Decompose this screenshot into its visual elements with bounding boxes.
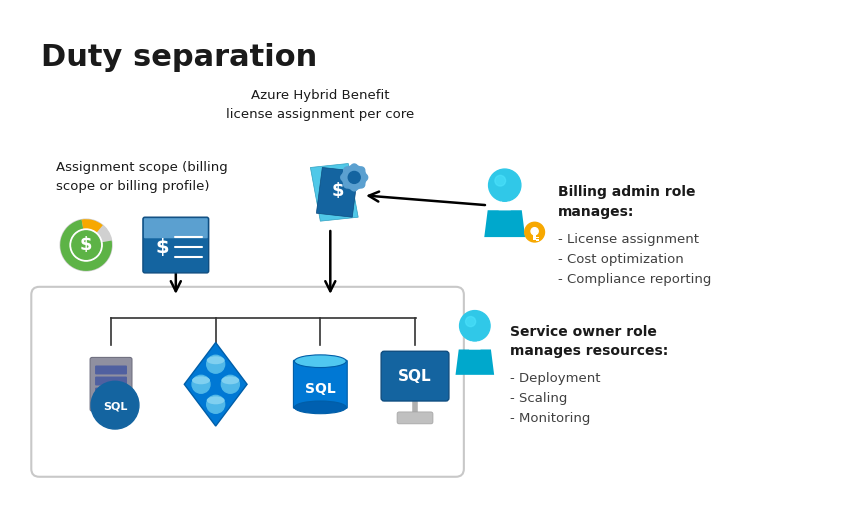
Circle shape [222, 375, 239, 393]
Polygon shape [185, 343, 247, 426]
FancyBboxPatch shape [95, 366, 127, 375]
Circle shape [348, 171, 360, 184]
Circle shape [459, 311, 490, 341]
Text: Azure Hybrid Benefit
license assignment per core: Azure Hybrid Benefit license assignment … [226, 89, 415, 121]
Wedge shape [82, 219, 103, 245]
Circle shape [192, 375, 210, 393]
Circle shape [351, 184, 357, 191]
Circle shape [344, 167, 351, 174]
Circle shape [465, 316, 475, 327]
Ellipse shape [222, 376, 239, 384]
Circle shape [91, 381, 139, 429]
Circle shape [72, 231, 100, 259]
Circle shape [531, 228, 538, 235]
Circle shape [357, 167, 365, 174]
FancyBboxPatch shape [293, 360, 347, 408]
Circle shape [341, 174, 348, 181]
FancyBboxPatch shape [95, 387, 127, 396]
Ellipse shape [207, 396, 224, 404]
Polygon shape [310, 163, 358, 221]
Text: SQL: SQL [103, 401, 127, 411]
Polygon shape [498, 201, 511, 210]
Text: $: $ [80, 236, 93, 254]
Text: - Scaling: - Scaling [510, 392, 567, 405]
FancyBboxPatch shape [381, 351, 449, 401]
Text: - Compliance reporting: - Compliance reporting [557, 273, 711, 286]
Circle shape [495, 175, 506, 186]
FancyBboxPatch shape [144, 218, 207, 238]
Bar [536, 237, 539, 238]
Bar [534, 234, 536, 240]
FancyBboxPatch shape [143, 217, 209, 273]
Text: - Cost optimization: - Cost optimization [557, 253, 684, 266]
Bar [536, 239, 539, 241]
Circle shape [357, 181, 365, 188]
Wedge shape [60, 220, 112, 271]
Circle shape [344, 181, 351, 188]
Ellipse shape [294, 355, 346, 368]
Text: Duty separation: Duty separation [41, 43, 318, 72]
Ellipse shape [192, 376, 210, 384]
Circle shape [70, 229, 102, 261]
Circle shape [342, 165, 366, 189]
Ellipse shape [207, 356, 224, 364]
Polygon shape [455, 349, 494, 375]
FancyBboxPatch shape [95, 377, 127, 385]
Text: SQL: SQL [398, 369, 432, 384]
Circle shape [489, 169, 521, 201]
Text: $: $ [155, 238, 169, 257]
Circle shape [60, 219, 112, 271]
FancyBboxPatch shape [90, 357, 132, 411]
Text: Billing admin role
manages:: Billing admin role manages: [557, 186, 695, 219]
Circle shape [207, 355, 224, 373]
Text: SQL: SQL [305, 382, 336, 396]
Text: $: $ [332, 183, 345, 200]
Polygon shape [484, 210, 525, 237]
Ellipse shape [294, 401, 346, 414]
Polygon shape [469, 341, 481, 349]
Text: Assignment scope (billing
scope or billing profile): Assignment scope (billing scope or billi… [56, 161, 228, 193]
Text: - Monitoring: - Monitoring [510, 412, 590, 425]
Text: - License assignment: - License assignment [557, 233, 699, 246]
Text: - Deployment: - Deployment [510, 372, 600, 385]
Circle shape [524, 222, 545, 242]
FancyBboxPatch shape [397, 412, 433, 424]
Circle shape [207, 395, 224, 413]
Circle shape [361, 174, 368, 181]
Polygon shape [316, 167, 358, 217]
Text: Service owner role
manages resources:: Service owner role manages resources: [510, 324, 668, 358]
Circle shape [351, 164, 357, 171]
FancyBboxPatch shape [31, 287, 464, 477]
